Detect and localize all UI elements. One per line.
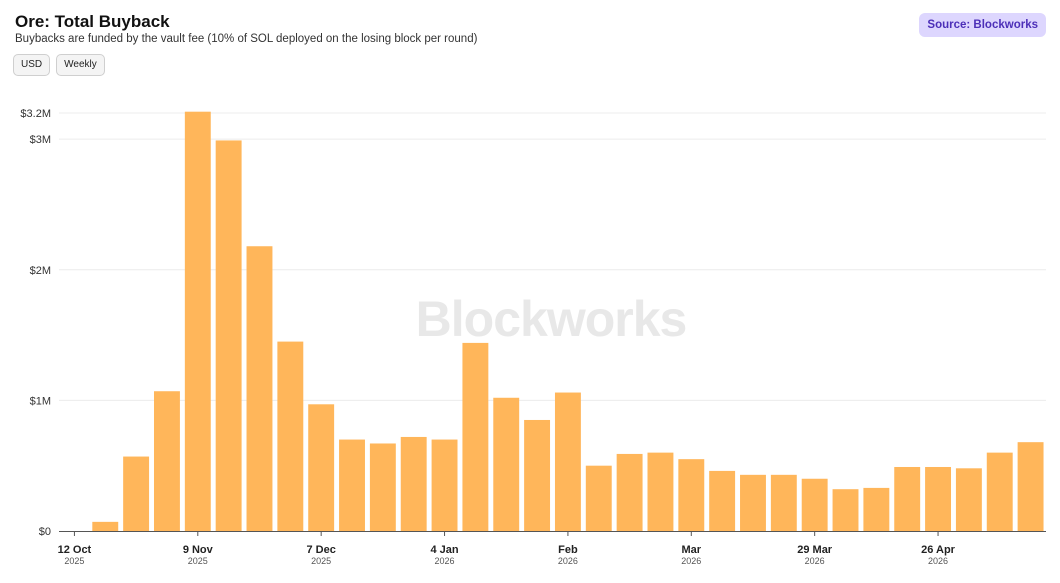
bar-2026-01-11[interactable]: [462, 342, 489, 531]
bar-2026-01-04[interactable]: [431, 439, 458, 531]
bar-2025-11-16[interactable]: [215, 140, 242, 531]
bar-2026-03-08[interactable]: [709, 470, 736, 531]
bar-2025-12-21[interactable]: [369, 443, 396, 531]
bar-2025-10-26[interactable]: [123, 456, 150, 531]
bar-2026-03-01[interactable]: [678, 459, 705, 531]
bar-2025-12-14[interactable]: [339, 439, 365, 531]
bar-2026-04-26[interactable]: [925, 466, 952, 531]
x-tick-label: Feb: [558, 544, 578, 556]
y-tick-label: $3M: [30, 134, 51, 146]
bar-2025-11-09[interactable]: [184, 111, 211, 531]
bar-2026-03-22[interactable]: [770, 474, 797, 531]
x-tick-label: 9 Nov: [183, 544, 214, 556]
chart-controls: USD Weekly: [13, 54, 105, 76]
bars-layer: [92, 111, 1044, 532]
y-tick-label: $3.2M: [20, 108, 51, 120]
bar-2026-04-05[interactable]: [832, 489, 859, 531]
x-tick-year: 2026: [928, 556, 948, 566]
bar-2025-11-30[interactable]: [277, 341, 304, 531]
x-tick-label: 12 Oct: [58, 544, 92, 556]
bar-2025-12-28[interactable]: [400, 436, 427, 531]
bar-2026-05-10[interactable]: [986, 452, 1013, 531]
page-subtitle: Buybacks are funded by the vault fee (10…: [15, 33, 478, 45]
bar-2026-05-03[interactable]: [955, 468, 982, 531]
bar-2026-05-17[interactable]: [1017, 442, 1044, 531]
currency-button[interactable]: USD: [13, 54, 51, 76]
x-tick-year: 2025: [311, 556, 331, 566]
y-tick-label: $0: [39, 526, 51, 538]
bar-2025-11-02[interactable]: [153, 391, 180, 531]
watermark: Blockworks: [416, 291, 687, 347]
x-tick-label: 7 Dec: [306, 544, 335, 556]
x-tick-year: 2025: [64, 556, 84, 566]
bar-2026-02-01[interactable]: [554, 392, 581, 531]
x-tick-year: 2025: [188, 556, 208, 566]
source-badge[interactable]: Source: Blockworks: [919, 13, 1046, 37]
bar-2026-02-08[interactable]: [585, 465, 612, 531]
x-tick-label: Mar: [682, 544, 702, 556]
page-title: Ore: Total Buyback: [15, 12, 170, 31]
bar-2025-12-07[interactable]: [308, 404, 335, 531]
x-tick-year: 2026: [558, 556, 578, 566]
y-tick-label: $2M: [30, 265, 51, 277]
x-tick-label: 4 Jan: [430, 544, 458, 556]
x-tick-year: 2026: [681, 556, 701, 566]
bar-2026-04-19[interactable]: [894, 466, 921, 531]
interval-button[interactable]: Weekly: [56, 54, 105, 76]
bar-2025-10-19[interactable]: [92, 521, 119, 531]
bar-2026-03-29[interactable]: [801, 478, 828, 531]
bar-2025-11-23[interactable]: [246, 246, 273, 532]
bar-2026-01-18[interactable]: [493, 397, 520, 531]
x-tick-label: 26 Apr: [921, 544, 956, 556]
x-tick-year: 2026: [805, 556, 825, 566]
x-tick-label: 29 Mar: [797, 544, 833, 556]
bar-2026-04-12[interactable]: [863, 487, 890, 531]
bar-2026-01-25[interactable]: [524, 419, 551, 531]
bar-2026-02-22[interactable]: [647, 452, 674, 531]
x-tick-year: 2026: [435, 556, 455, 566]
y-tick-label: $1M: [30, 395, 51, 407]
bar-2026-02-15[interactable]: [616, 453, 643, 531]
bar-2026-03-15[interactable]: [740, 474, 766, 531]
